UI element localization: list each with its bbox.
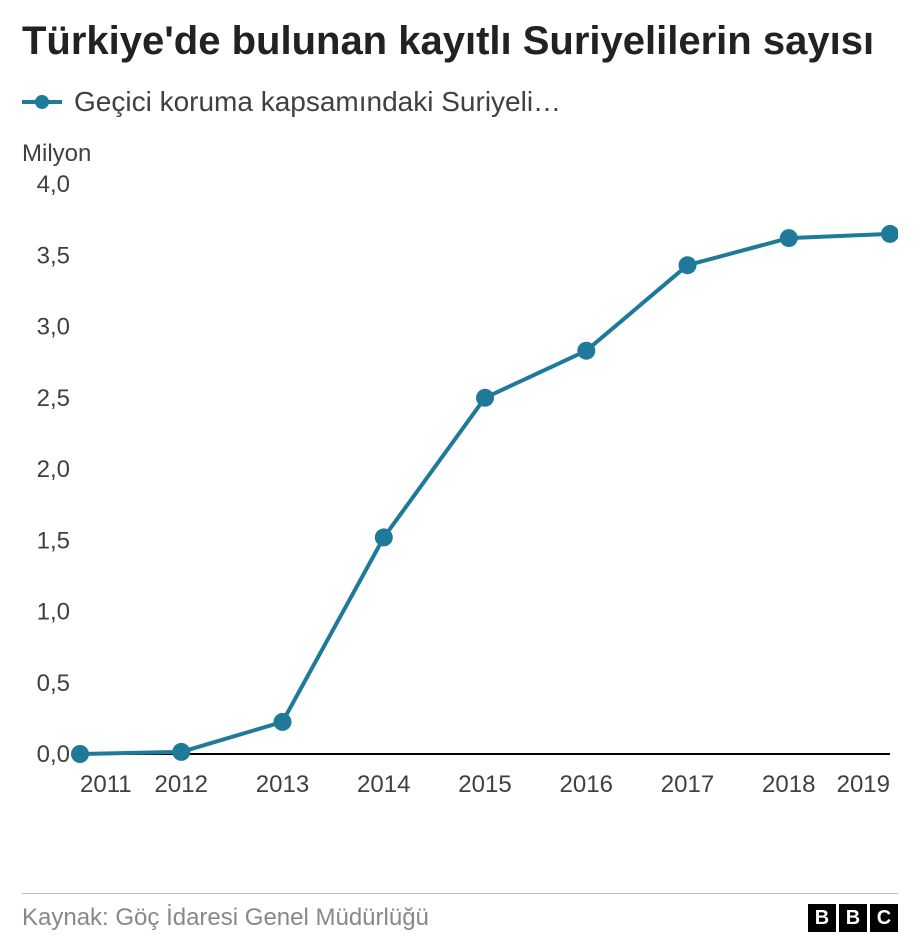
y-tick-label: 4,0	[37, 174, 70, 198]
legend-label: Geçici koruma kapsamındaki Suriyeli…	[74, 86, 561, 118]
series-marker	[679, 256, 697, 274]
y-tick-label: 3,0	[37, 314, 70, 341]
y-tick-label: 3,5	[37, 242, 70, 269]
x-tick-label: 2016	[560, 771, 613, 798]
series-marker	[172, 743, 190, 761]
x-tick-label: 2012	[155, 771, 208, 798]
x-tick-label: 2017	[661, 771, 714, 798]
series-marker	[780, 229, 798, 247]
y-tick-label: 1,0	[37, 599, 70, 626]
x-tick-label: 2013	[256, 771, 309, 798]
x-tick-label: 2019	[837, 771, 890, 798]
y-tick-label: 2,0	[37, 456, 70, 483]
series-marker	[71, 745, 89, 763]
y-tick-label: 2,5	[37, 385, 70, 412]
x-tick-label: 2015	[458, 771, 511, 798]
x-tick-label: 2014	[357, 771, 410, 798]
y-tick-label: 0,5	[37, 670, 70, 697]
bbc-logo-block: B	[839, 904, 867, 932]
footer-divider	[22, 893, 898, 894]
y-axis-unit: Milyon	[22, 140, 898, 168]
series-marker	[375, 528, 393, 546]
series-marker	[476, 389, 494, 407]
y-tick-label: 1,5	[37, 527, 70, 554]
chart-title: Türkiye'de bulunan kayıtlı Suriyelilerin…	[22, 18, 898, 64]
x-tick-label: 2011	[80, 771, 132, 798]
series-marker	[881, 225, 898, 243]
source-text: Kaynak: Göç İdaresi Genel Müdürlüğü	[22, 904, 429, 932]
legend: Geçici koruma kapsamındaki Suriyeli…	[22, 86, 898, 118]
chart-footer: Kaynak: Göç İdaresi Genel Müdürlüğü BBC	[22, 893, 898, 932]
line-chart: 0,0 0,5 1,0 1,5 2,0 2,5 3,0 3,5 4,0 2011 2012 2013 2…	[22, 174, 898, 814]
bbc-logo: BBC	[808, 904, 898, 932]
bbc-logo-block: C	[870, 904, 898, 932]
x-tick-label: 2018	[762, 771, 815, 798]
bbc-logo-block: B	[808, 904, 836, 932]
legend-marker-icon	[22, 92, 62, 112]
series-marker	[577, 342, 595, 360]
series-marker	[274, 713, 292, 731]
series-line	[80, 234, 890, 754]
y-tick-label: 0,0	[37, 741, 70, 768]
